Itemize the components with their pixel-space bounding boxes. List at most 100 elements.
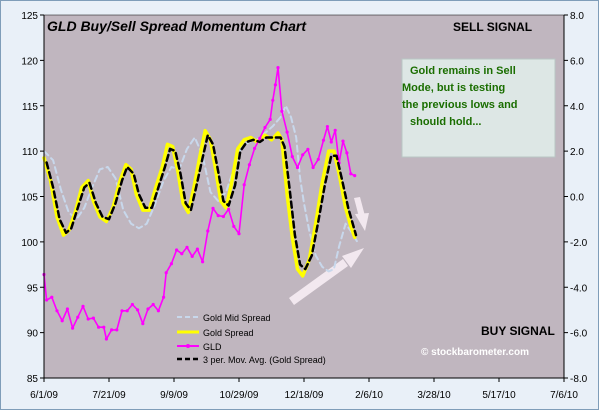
gld-point — [242, 183, 246, 187]
gld-point — [276, 66, 280, 70]
x-tick-label: 3/28/10 — [417, 390, 451, 401]
sell-signal-label: SELL SIGNAL — [453, 20, 532, 34]
gld-point — [175, 248, 179, 252]
y-left-tick-label: 115 — [22, 102, 38, 113]
gld-point — [290, 155, 294, 159]
gld-point — [60, 319, 64, 323]
gld-point — [247, 163, 251, 167]
gld-point — [341, 139, 345, 143]
gld-point — [216, 214, 220, 218]
gld-point — [195, 247, 199, 251]
gld-point — [211, 206, 215, 210]
gld-point — [325, 125, 329, 129]
buy-signal-label: BUY SIGNAL — [481, 324, 555, 338]
gld-point — [81, 304, 85, 308]
legend-label-gold-spread: Gold Spread — [203, 328, 254, 338]
x-tick-label: 12/18/09 — [285, 390, 324, 401]
gld-point — [221, 214, 225, 219]
y-right-tick-label: -8.0 — [570, 374, 588, 385]
watermark: © stockbarometer.com — [421, 347, 529, 358]
gld-point — [141, 322, 145, 326]
sell-arrow-head — [355, 213, 369, 231]
chart-title: GLD Buy/Sell Spread Momentum Chart — [47, 18, 307, 34]
gld-point — [349, 172, 353, 176]
legend: Gold Mid Spread Gold Spread GLD 3 per. M… — [177, 313, 326, 365]
arrow-group — [289, 197, 369, 305]
gld-point — [76, 315, 80, 319]
gld-point — [353, 174, 357, 178]
x-tick-label: 2/6/10 — [355, 390, 383, 401]
series-layer — [42, 66, 359, 341]
gld-point — [125, 309, 129, 313]
gld-point — [185, 245, 189, 249]
gld-point — [268, 117, 272, 121]
note-line: the previous lows and — [402, 99, 518, 111]
y-right-tick-label: 2.0 — [570, 147, 584, 158]
gld-point — [263, 125, 267, 130]
gld-point — [97, 325, 101, 329]
gld-point — [190, 254, 194, 258]
buy-arrow-shaft — [289, 259, 348, 305]
y-left-tick-label: 90 — [27, 329, 39, 340]
y-right-tick-label: -2.0 — [570, 238, 588, 249]
gld-point — [295, 165, 300, 170]
gld-point — [169, 262, 173, 266]
y-left-tick-label: 105 — [21, 193, 38, 204]
gld-point — [180, 252, 184, 256]
gld-point — [345, 151, 349, 155]
gld-point — [227, 207, 231, 211]
y-right-tick-label: -4.0 — [570, 283, 588, 294]
note-box: Gold remains in Sell Mode, but is testin… — [401, 58, 556, 158]
gld-point — [333, 128, 337, 132]
gld-point — [237, 232, 241, 236]
gld-point — [306, 147, 310, 151]
gld-point — [201, 260, 205, 264]
gld-point — [71, 326, 75, 330]
gld-point — [301, 153, 305, 157]
gld-point — [258, 136, 262, 140]
gld-point — [164, 271, 168, 275]
legend-label-mov-avg: 3 per. Mov. Avg. (Gold Spread) — [203, 355, 326, 365]
gld-point — [280, 109, 284, 113]
x-tick-label: 7/6/10 — [550, 390, 578, 401]
gld-point — [271, 98, 275, 102]
gld-point — [110, 328, 114, 332]
series-mov-avg-line — [45, 133, 358, 271]
y-right-tick-label: 4.0 — [570, 102, 584, 113]
axes-layer: 85 90 95 100 105 110 115 120 125 -8.0 -6.0 -4.0 -2.0… — [21, 11, 587, 401]
sell-arrow-shaft — [354, 197, 365, 217]
gld-point — [136, 308, 140, 312]
y-right-tick-label: 0.0 — [570, 193, 584, 204]
gld-point — [329, 140, 333, 144]
gld-point — [151, 302, 155, 307]
note-box-bg — [401, 58, 556, 158]
gld-point — [156, 309, 160, 313]
x-tick-label: 7/21/09 — [92, 390, 126, 401]
legend-label-gld: GLD — [203, 342, 222, 352]
gld-point — [253, 146, 257, 150]
gld-point — [45, 298, 49, 302]
y-left-tick-label: 120 — [21, 56, 38, 67]
y-left-tick-label: 100 — [21, 238, 38, 249]
gld-point — [311, 165, 315, 170]
legend-marker-gld — [186, 344, 190, 348]
y-left-tick-label: 125 — [21, 11, 38, 22]
gld-point — [162, 295, 166, 299]
y-right-tick-label: 6.0 — [570, 56, 584, 67]
gld-point — [102, 325, 106, 329]
gld-point — [321, 138, 326, 142]
y-left-tick-label: 85 — [27, 374, 39, 385]
buy-arrow-head — [342, 248, 364, 268]
x-tick-label: 9/9/09 — [160, 390, 188, 401]
gld-point — [120, 309, 124, 313]
gld-point — [86, 317, 90, 321]
gld-point — [146, 307, 150, 311]
y-right-tick-label: -6.0 — [570, 329, 588, 340]
gld-point — [115, 328, 119, 332]
y-right-tick-label: 8.0 — [570, 11, 584, 22]
x-tick-label: 6/1/09 — [30, 390, 58, 401]
note-line: Gold remains in Sell — [410, 65, 516, 77]
gld-point — [232, 224, 236, 228]
